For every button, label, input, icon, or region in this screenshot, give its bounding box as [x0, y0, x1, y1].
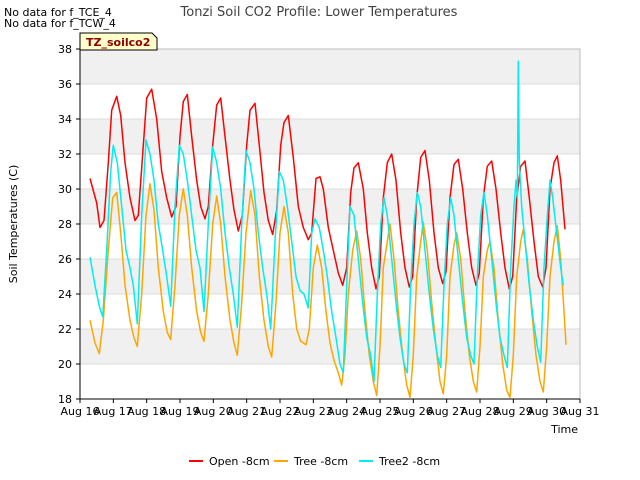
- grid-band: [80, 49, 580, 84]
- x-tick-label: Aug 28: [461, 405, 500, 418]
- grid-band: [80, 364, 580, 399]
- y-tick-label: 18: [58, 393, 72, 406]
- grid-band: [80, 119, 580, 154]
- grid-band: [80, 329, 580, 364]
- y-tick-label: 20: [58, 358, 72, 371]
- y-axis: 18 20 22 24 26 28 30 32 34 36 38: [58, 43, 81, 406]
- x-tick-label: Aug 25: [361, 405, 400, 418]
- series-layer: [89, 60, 567, 399]
- x-tick-label: Aug 27: [427, 405, 466, 418]
- x-tick-label: Aug 24: [327, 405, 366, 418]
- no-data-note-tcw: No data for f_TCW_4: [4, 17, 116, 30]
- x-tick-label: Aug 21: [227, 405, 266, 418]
- x-tick-label: Aug 17: [94, 405, 133, 418]
- chart-title: Tonzi Soil CO2 Profile: Lower Temperatur…: [180, 5, 458, 20]
- y-tick-label: 30: [58, 183, 72, 196]
- x-tick-label: Aug 23: [294, 405, 333, 418]
- y-axis-title: Soil Temperatures (C): [7, 165, 20, 284]
- legend: Open -8cm Tree -8cm Tree2 -8cm: [189, 455, 440, 468]
- y-tick-label: 22: [58, 323, 72, 336]
- series-line-2: [89, 60, 565, 383]
- x-tick-label: Aug 31: [561, 405, 600, 418]
- y-tick-label: 36: [58, 78, 72, 91]
- x-tick-label: Aug 26: [394, 405, 433, 418]
- x-tick-label: Aug 19: [161, 405, 200, 418]
- site-tag-label: TZ_soilco2: [86, 36, 150, 49]
- legend-label-2: Tree2 -8cm: [378, 455, 440, 468]
- x-tick-label: Aug 22: [261, 405, 300, 418]
- y-tick-label: 32: [58, 148, 72, 161]
- y-tick-label: 28: [58, 218, 72, 231]
- grid-band: [80, 259, 580, 294]
- grid-band: [80, 84, 580, 119]
- y-tick-label: 38: [58, 43, 72, 56]
- legend-label-1: Tree -8cm: [293, 455, 348, 468]
- x-tick-label: Aug 18: [127, 405, 166, 418]
- legend-label-0: Open -8cm: [209, 455, 270, 468]
- x-tick-label: Aug 20: [194, 405, 233, 418]
- no-data-note-tce: No data for f_TCE_4: [4, 6, 112, 19]
- x-tick-label: Aug 16: [61, 405, 100, 418]
- x-tick-label: Aug 29: [494, 405, 533, 418]
- y-tick-label: 26: [58, 253, 72, 266]
- x-tick-label: Aug 30: [527, 405, 566, 418]
- site-tag-box: [79, 32, 158, 51]
- x-axis-title: Time: [550, 423, 578, 436]
- y-tick-label: 34: [58, 113, 72, 126]
- site-tag: TZ_soilco2: [79, 32, 158, 51]
- y-tick-label: 24: [58, 288, 72, 301]
